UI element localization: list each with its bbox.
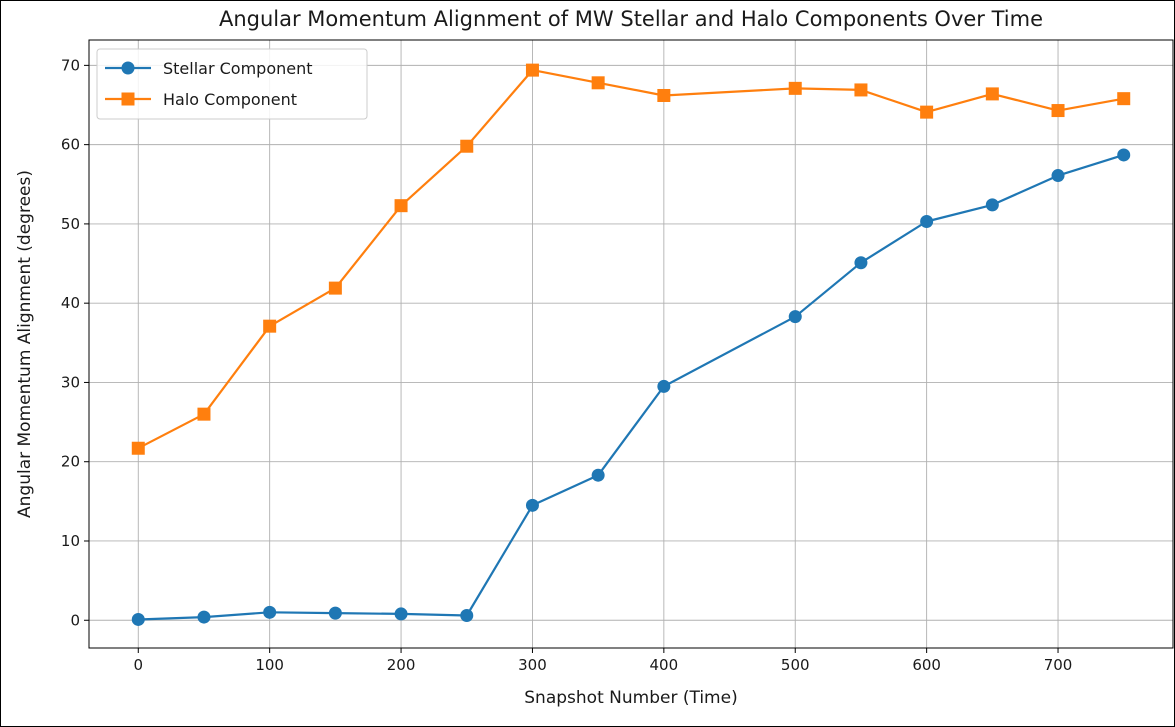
- legend-stellar-label: Stellar Component: [163, 59, 313, 78]
- halo-data-point: [131, 441, 145, 455]
- y-tick-label: 60: [61, 136, 80, 154]
- halo-data-point: [657, 88, 671, 102]
- y-tick-label: 10: [61, 532, 80, 550]
- halo-data-point: [460, 139, 474, 153]
- halo-data-point: [525, 63, 539, 77]
- stellar-data-point: [985, 198, 999, 212]
- x-tick-label: 700: [1044, 656, 1073, 674]
- x-axis-ticks: 0 100 200 300 400 500 600 700: [133, 648, 1072, 674]
- legend: Stellar Component Halo Component: [96, 48, 368, 120]
- halo-data-point: [263, 319, 277, 333]
- stellar-series-line: [138, 153, 1125, 621]
- legend-halo-label: Halo Component: [163, 90, 297, 109]
- x-tick-label: 500: [781, 656, 810, 674]
- y-axis-ticks: 0 10 20 30 40 50 60 70: [61, 56, 89, 629]
- halo-data-point: [394, 199, 408, 213]
- stellar-data-point: [328, 606, 342, 620]
- stellar-data-point: [131, 612, 145, 626]
- x-tick-label: 400: [650, 656, 679, 674]
- stellar-data-point: [1117, 148, 1131, 162]
- legend-stellar-marker: [121, 61, 135, 75]
- legend-box: [96, 48, 368, 120]
- legend-halo-marker: [121, 92, 135, 106]
- x-axis-label: Snapshot Number (Time): [524, 688, 737, 708]
- halo-data-point: [591, 76, 605, 90]
- y-tick-label: 40: [61, 294, 80, 312]
- stellar-data-point: [197, 610, 211, 624]
- y-tick-label: 30: [61, 373, 80, 391]
- x-tick-label: 100: [255, 656, 284, 674]
- stellar-data-point: [788, 310, 802, 324]
- stellar-data-point: [394, 607, 408, 621]
- halo-data-point: [197, 407, 211, 421]
- halo-series-line: [137, 68, 1124, 450]
- y-tick-label: 50: [61, 215, 80, 233]
- y-axis-label: Angular Momentum Alignment (degrees): [15, 170, 35, 518]
- stellar-data-point: [1051, 169, 1065, 183]
- x-tick-label: 0: [133, 656, 143, 674]
- plot-area: [88, 39, 1174, 649]
- halo-data-point: [1051, 104, 1065, 118]
- stellar-data-point: [525, 498, 539, 512]
- chart-title: Angular Momentum Alignment of MW Stellar…: [219, 7, 1043, 31]
- stellar-data-point: [591, 468, 605, 482]
- halo-data-point: [854, 83, 868, 97]
- stellar-data-point: [657, 379, 671, 393]
- grid-lines: [89, 40, 1173, 648]
- halo-data-point: [1117, 92, 1131, 106]
- stellar-data-point: [920, 215, 934, 229]
- y-tick-label: 70: [61, 56, 80, 74]
- x-tick-label: 300: [518, 656, 547, 674]
- halo-data-point: [788, 81, 802, 95]
- data-series: [131, 63, 1131, 626]
- x-tick-label: 600: [912, 656, 941, 674]
- y-tick-label: 0: [70, 611, 80, 629]
- x-tick-label: 200: [387, 656, 416, 674]
- halo-data-point: [920, 105, 934, 119]
- stellar-data-point: [460, 608, 474, 622]
- halo-data-point: [985, 87, 999, 101]
- halo-data-point: [328, 281, 342, 295]
- stellar-data-point: [854, 256, 868, 270]
- y-tick-label: 20: [61, 453, 80, 471]
- stellar-data-point: [263, 605, 277, 619]
